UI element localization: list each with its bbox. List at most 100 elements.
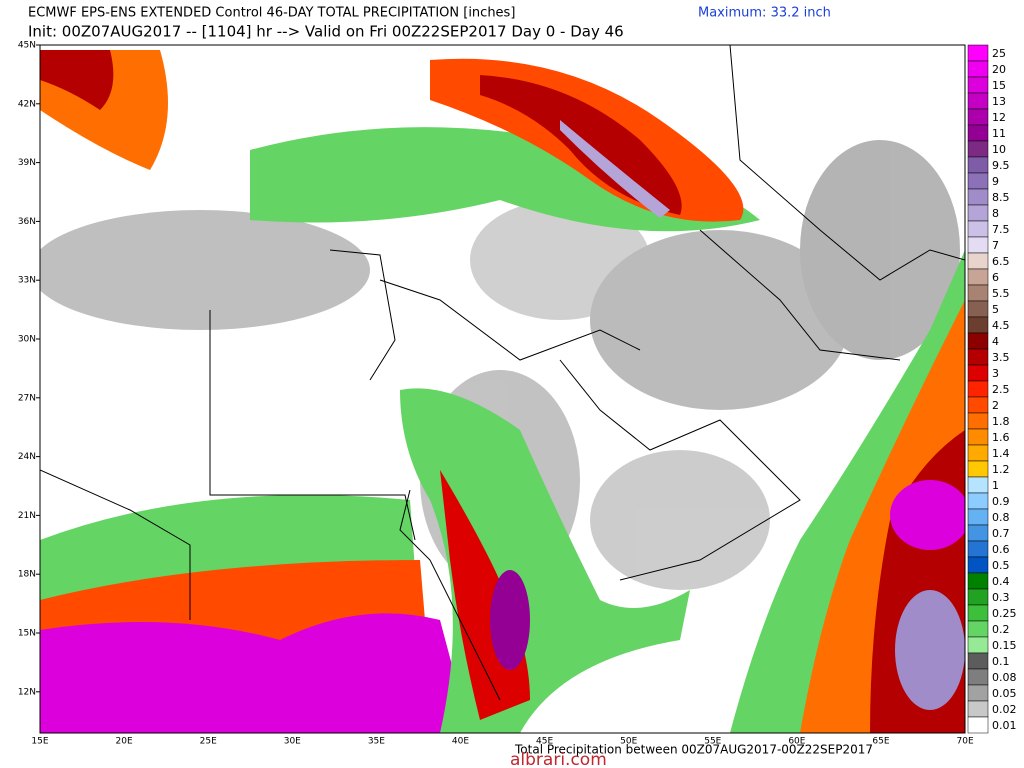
title: ECMWF EPS-ENS EXTENDED Control 46-DAY TO…	[28, 6, 515, 21]
colorbar-label: 0.05	[992, 687, 1017, 700]
colorbar-swatch	[967, 716, 989, 734]
lat-label: 12N	[18, 687, 36, 697]
colorbar-label: 1.2	[992, 463, 1010, 476]
lon-label: 70E	[957, 737, 974, 747]
lat-labels: 45N 42N 39N 36N 33N 30N 27N 24N 21N 18N 15N 12N	[18, 41, 40, 697]
colorbar-label: 15	[992, 79, 1006, 92]
colorbar-swatch	[967, 620, 989, 638]
colorbar-swatch	[967, 188, 989, 206]
colorbar-label: 10	[992, 143, 1006, 156]
lon-label: 60E	[788, 737, 805, 747]
colorbar-label: 11	[992, 127, 1006, 140]
colorbar-swatch	[967, 684, 989, 702]
colorbar-label: 0.3	[992, 591, 1010, 604]
colorbar-label: 8.5	[992, 191, 1010, 204]
lat-label: 42N	[18, 99, 36, 109]
colorbar-label: 3.5	[992, 351, 1010, 364]
colorbar-label: 0.08	[992, 671, 1017, 684]
colorbar-swatch	[967, 172, 989, 190]
colorbar-label: 0.02	[992, 703, 1017, 716]
colorbar-swatch	[967, 268, 989, 286]
colorbar-label: 0.8	[992, 511, 1010, 524]
colorbar-swatch	[967, 572, 989, 590]
colorbar-label: 5.5	[992, 287, 1010, 300]
colorbar-swatch	[967, 380, 989, 398]
colorbar-label: 13	[992, 95, 1006, 108]
colorbar-swatch	[967, 252, 989, 270]
lat-label: 33N	[18, 276, 36, 286]
colorbar-label: 7	[992, 239, 999, 252]
colorbar-label: 0.25	[992, 607, 1017, 620]
colorbar-swatch	[967, 300, 989, 318]
colorbar-label: 1.4	[992, 447, 1010, 460]
colorbar-label: 1	[992, 479, 999, 492]
lon-labels: 15E 20E 25E 30E 35E 40E 45E 50E 55E 60E 65E 70E	[31, 737, 974, 747]
colorbar-label: 20	[992, 63, 1006, 76]
colorbar-swatch	[967, 444, 989, 462]
colorbar-label: 2	[992, 399, 999, 412]
lat-label: 45N	[18, 41, 36, 51]
colorbar-label: 9.5	[992, 159, 1010, 172]
colorbar-label: 6	[992, 271, 999, 284]
colorbar-swatch	[967, 636, 989, 654]
colorbar-label: 1.8	[992, 415, 1010, 428]
lat-label: 21N	[18, 511, 36, 521]
colorbar-swatch	[967, 76, 989, 94]
lon-label: 30E	[284, 737, 301, 747]
lat-label: 15N	[18, 629, 36, 639]
colorbar-swatch	[967, 604, 989, 622]
colorbar-swatch	[967, 220, 989, 238]
colorbar-swatch	[967, 332, 989, 350]
lon-label: 15E	[31, 737, 48, 747]
colorbar-label: 25	[992, 47, 1006, 60]
colorbar-label: 0.4	[992, 575, 1010, 588]
colorbar-label: 0.1	[992, 655, 1010, 668]
colorbar-swatch	[967, 588, 989, 606]
colorbar-label: 1.6	[992, 431, 1010, 444]
lon-label: 65E	[872, 737, 889, 747]
colorbar-swatch	[967, 492, 989, 510]
colorbar-swatch	[967, 44, 989, 62]
colorbar-swatch	[967, 412, 989, 430]
lat-label: 39N	[18, 158, 36, 168]
colorbar-swatch	[967, 540, 989, 558]
colorbar-label: 0.01	[992, 719, 1017, 732]
colorbar-swatch	[967, 204, 989, 222]
colorbar-swatch	[967, 124, 989, 142]
colorbar-label: 3	[992, 367, 999, 380]
colorbar-label: 4	[992, 335, 999, 348]
lat-label: 24N	[18, 452, 36, 462]
colorbar-swatch	[967, 508, 989, 526]
colorbar-label: 7.5	[992, 223, 1010, 236]
colorbar-label: 9	[992, 175, 999, 188]
lat-label: 36N	[18, 217, 36, 227]
footer-caption: Total Precipitation between 00Z07AUG2017…	[514, 743, 873, 757]
lon-label: 40E	[452, 737, 469, 747]
colorbar-label: 4.5	[992, 319, 1010, 332]
colorbar-swatch	[967, 460, 989, 478]
colorbar-label: 6.5	[992, 255, 1010, 268]
lat-label: 30N	[18, 335, 36, 345]
colorbar-label: 0.15	[992, 639, 1017, 652]
lon-label: 20E	[116, 737, 133, 747]
colorbar-label: 0.2	[992, 623, 1010, 636]
colorbar-swatch	[967, 524, 989, 542]
colorbar-swatch	[967, 556, 989, 574]
colorbar-label: 5	[992, 303, 999, 316]
colorbar-swatch	[967, 284, 989, 302]
lat-label: 18N	[18, 570, 36, 580]
colorbar-label: 0.7	[992, 527, 1010, 540]
colorbar-swatch	[967, 396, 989, 414]
maximum: Maximum: 33.2 inch	[698, 6, 831, 21]
colorbar-swatch	[967, 348, 989, 366]
lon-label: 50E	[620, 737, 637, 747]
colorbar-label: 0.9	[992, 495, 1010, 508]
colorbar-swatch	[967, 428, 989, 446]
lon-label: 45E	[536, 737, 553, 747]
watermark: albrari.com	[510, 750, 607, 768]
colorbar-label: 0.6	[992, 543, 1010, 556]
colorbar-label: 2.5	[992, 383, 1010, 396]
colorbar-swatch	[967, 236, 989, 254]
colorbar-swatch	[967, 316, 989, 334]
